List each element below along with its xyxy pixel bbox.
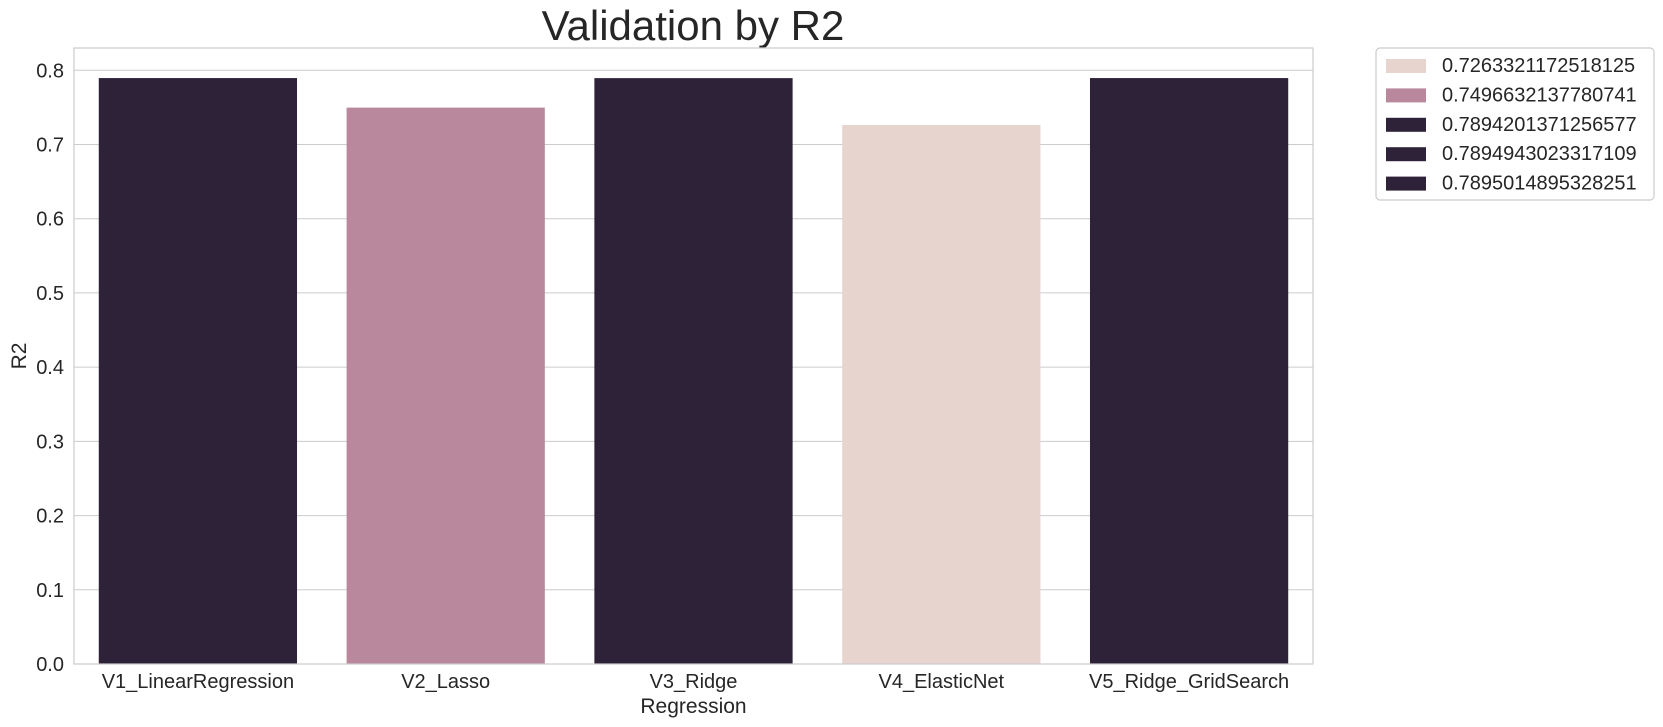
legend-entry-label: 0.7894943023317109 (1442, 143, 1637, 165)
legend-entry-label: 0.7496632137780741 (1442, 84, 1637, 106)
y-tick-label: 0.6 (36, 209, 64, 231)
chart-title: Validation by R2 (542, 2, 845, 49)
bar-V4_ElasticNet (842, 124, 1041, 664)
x-tick-label: V5_Ridge_GridSearch (1089, 671, 1289, 693)
y-axis-label: R2 (8, 343, 31, 370)
legend: 0.7263321172518125 0.7496632137780741 0.78… (1375, 47, 1655, 201)
y-tick-label: 0.8 (36, 60, 64, 82)
bar-V3_Ridge (594, 78, 793, 664)
x-axis-ticks: V1_LinearRegression V2_Lasso V3_Ridge V4_El… (102, 671, 1289, 693)
legend-swatch (1386, 59, 1426, 73)
legend-entry-label: 0.7263321172518125 (1442, 55, 1635, 77)
legend-swatch (1386, 176, 1426, 191)
y-tick-label: 0.4 (36, 357, 64, 379)
y-tick-label: 0.2 (36, 506, 64, 528)
y-tick-label: 0.1 (36, 580, 64, 602)
y-axis-ticks: 0.0 0.1 0.2 0.3 0.4 0.5 0.6 0.7 0.8 (36, 60, 64, 676)
legend-entry-label: 0.7895014895328251 (1442, 173, 1637, 195)
x-tick-label: V1_LinearRegression (102, 671, 294, 693)
x-tick-label: V4_ElasticNet (878, 671, 1004, 693)
bars (98, 78, 1289, 665)
bar-V2_Lasso (346, 107, 545, 665)
bar-V5_Ridge_GridSearch (1089, 78, 1289, 665)
bar-V1_LinearRegression (98, 78, 298, 664)
legend-box (1375, 47, 1655, 201)
y-tick-label: 0.3 (36, 431, 64, 453)
y-tick-label: 0.5 (36, 283, 64, 305)
x-axis-label: Regression (640, 695, 746, 718)
y-tick-label: 0.0 (36, 654, 64, 676)
legend-swatch (1386, 147, 1426, 162)
plot-frame (73, 47, 1314, 665)
x-tick-label: V2_Lasso (401, 671, 490, 693)
legend-swatch (1386, 88, 1426, 103)
legend-swatch (1386, 117, 1426, 132)
x-tick-label: V3_Ridge (650, 671, 738, 693)
legend-entry-label: 0.7894201371256577 (1442, 114, 1637, 136)
y-tick-label: 0.7 (36, 134, 64, 156)
